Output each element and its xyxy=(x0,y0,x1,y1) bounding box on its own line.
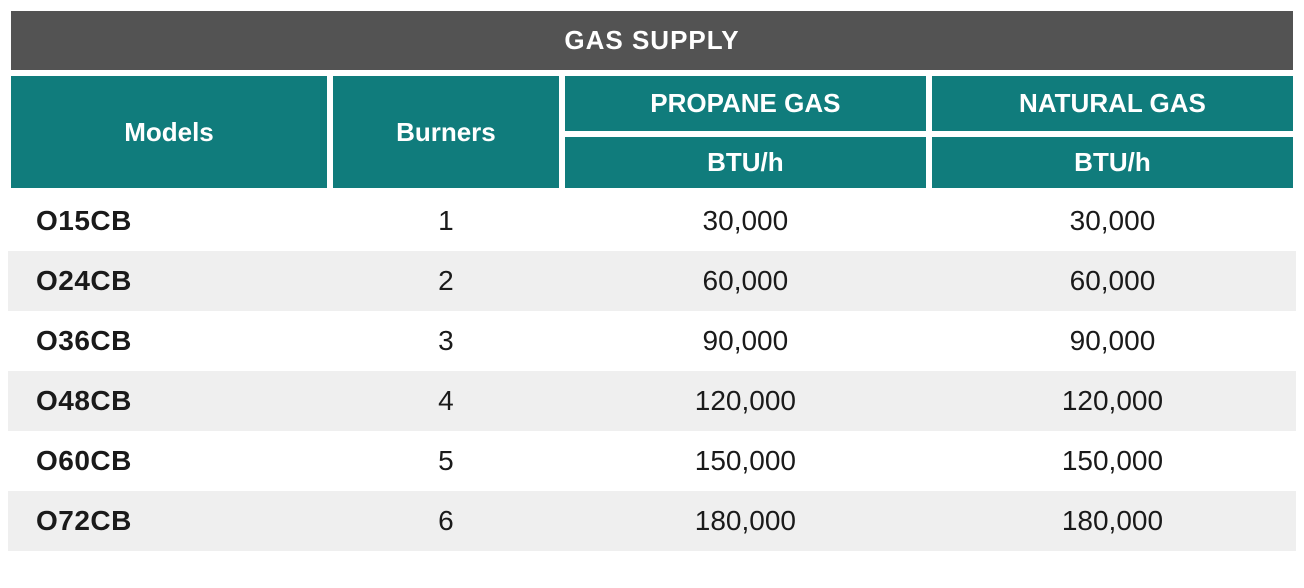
cell-natural-btu: 30,000 xyxy=(929,191,1296,251)
cell-burners: 1 xyxy=(330,191,562,251)
cell-model: O36CB xyxy=(8,311,330,371)
cell-burners: 4 xyxy=(330,371,562,431)
cell-propane-btu: 90,000 xyxy=(562,311,929,371)
header-propane: PROPANE GAS xyxy=(562,73,929,134)
cell-propane-btu: 60,000 xyxy=(562,251,929,311)
cell-propane-btu: 150,000 xyxy=(562,431,929,491)
cell-model: O24CB xyxy=(8,251,330,311)
table-title-row: GAS SUPPLY xyxy=(8,8,1296,73)
cell-natural-btu: 120,000 xyxy=(929,371,1296,431)
cell-burners: 6 xyxy=(330,491,562,551)
cell-model: O72CB xyxy=(8,491,330,551)
table-title: GAS SUPPLY xyxy=(8,8,1296,73)
header-models: Models xyxy=(8,73,330,191)
cell-natural-btu: 150,000 xyxy=(929,431,1296,491)
gas-supply-table-container: GAS SUPPLY Models Burners PROPANE GAS NA… xyxy=(8,8,1296,551)
gas-supply-table: GAS SUPPLY Models Burners PROPANE GAS NA… xyxy=(8,8,1296,551)
cell-natural-btu: 180,000 xyxy=(929,491,1296,551)
header-burners: Burners xyxy=(330,73,562,191)
table-row: O15CB130,00030,000 xyxy=(8,191,1296,251)
table-row: O36CB390,00090,000 xyxy=(8,311,1296,371)
cell-burners: 5 xyxy=(330,431,562,491)
header-natural: NATURAL GAS xyxy=(929,73,1296,134)
table-row: O60CB5150,000150,000 xyxy=(8,431,1296,491)
cell-burners: 2 xyxy=(330,251,562,311)
cell-propane-btu: 30,000 xyxy=(562,191,929,251)
cell-propane-btu: 180,000 xyxy=(562,491,929,551)
cell-natural-btu: 60,000 xyxy=(929,251,1296,311)
cell-model: O60CB xyxy=(8,431,330,491)
table-row: O72CB6180,000180,000 xyxy=(8,491,1296,551)
cell-natural-btu: 90,000 xyxy=(929,311,1296,371)
cell-propane-btu: 120,000 xyxy=(562,371,929,431)
table-row: O48CB4120,000120,000 xyxy=(8,371,1296,431)
cell-model: O15CB xyxy=(8,191,330,251)
table-body: O15CB130,00030,000O24CB260,00060,000O36C… xyxy=(8,191,1296,551)
cell-model: O48CB xyxy=(8,371,330,431)
table-row: O24CB260,00060,000 xyxy=(8,251,1296,311)
cell-burners: 3 xyxy=(330,311,562,371)
header-natural-unit: BTU/h xyxy=(929,134,1296,191)
header-propane-unit: BTU/h xyxy=(562,134,929,191)
table-header-row-1: Models Burners PROPANE GAS NATURAL GAS xyxy=(8,73,1296,134)
